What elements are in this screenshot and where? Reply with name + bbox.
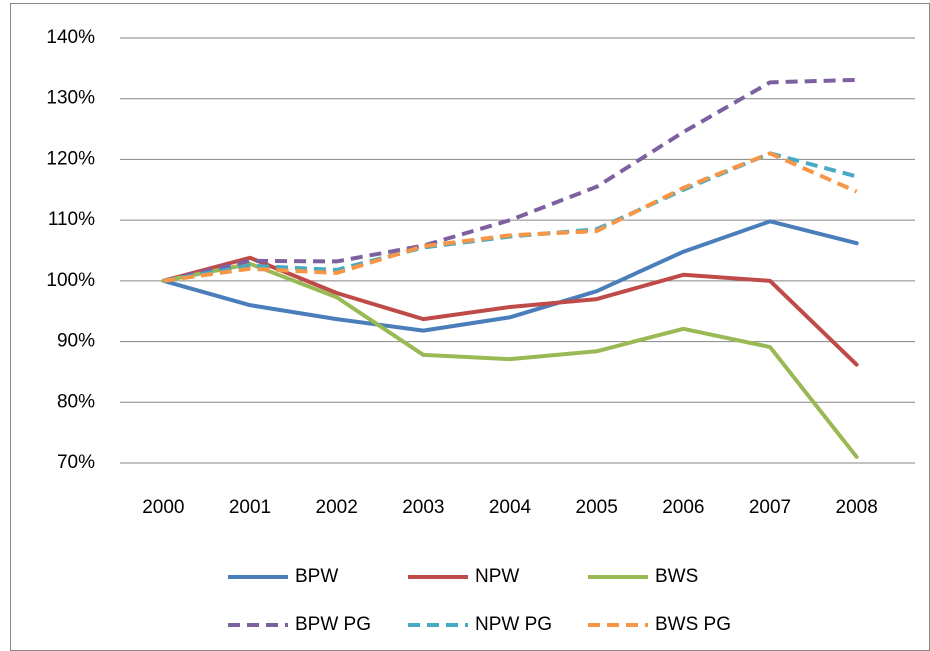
- x-tick-label: 2005: [576, 497, 618, 518]
- series-line: [161, 219, 859, 333]
- chart-frame: [10, 3, 930, 651]
- y-tick-label: 80%: [57, 391, 95, 412]
- legend-label: BWS PG: [655, 614, 731, 635]
- legend-label: BWS: [655, 566, 698, 587]
- y-tick-label: 110%: [48, 209, 95, 230]
- x-tick-label: 2002: [316, 497, 358, 518]
- y-tick-label: 90%: [57, 331, 95, 352]
- y-tick-label: 70%: [57, 452, 95, 473]
- legend-label: NPW PG: [475, 614, 552, 635]
- series-line: [162, 77, 857, 283]
- x-tick-label: 2000: [142, 497, 184, 518]
- y-tick-label: 100%: [46, 270, 95, 291]
- x-tick-label: 2008: [836, 497, 878, 518]
- x-tick-label: 2006: [662, 497, 704, 518]
- series-line: [163, 151, 858, 283]
- legend-label: NPW: [475, 566, 519, 587]
- y-tick-label: 140%: [46, 27, 95, 48]
- x-tick-label: 2004: [489, 497, 532, 518]
- y-tick-label: 130%: [46, 88, 95, 109]
- legend-label: BPW: [295, 566, 338, 587]
- legend-label: BPW PG: [295, 614, 371, 635]
- y-tick-label: 120%: [46, 148, 95, 169]
- x-tick-label: 2003: [402, 497, 444, 518]
- series-line: [161, 261, 859, 459]
- x-tick-label: 2007: [749, 497, 791, 518]
- x-tick-label: 2001: [229, 497, 271, 518]
